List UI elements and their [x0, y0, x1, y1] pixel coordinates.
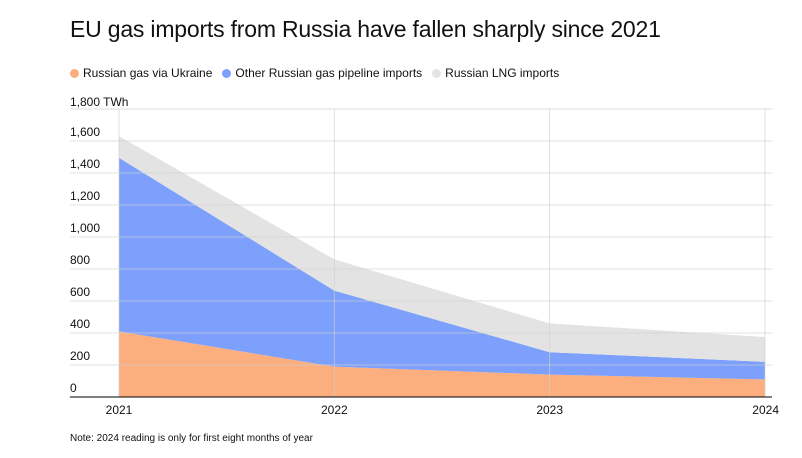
- y-tick-label: 1,600: [70, 125, 100, 139]
- y-tick-label: 400: [70, 317, 90, 331]
- chart-title: EU gas imports from Russia have fallen s…: [70, 16, 661, 42]
- y-tick-label: 200: [70, 349, 90, 363]
- legend-swatch-ukraine: [70, 68, 79, 78]
- footnote: Note: 2024 reading is only for first eig…: [70, 433, 313, 444]
- y-axis-unit-label: 1,800 TWh: [70, 95, 129, 109]
- legend-label-ukraine: Russian gas via Ukraine: [83, 66, 213, 80]
- legend-label-lng: Russian LNG imports: [445, 66, 560, 80]
- legend-item-lng: Russian LNG imports: [432, 66, 559, 80]
- legend-swatch-pipeline: [222, 68, 232, 78]
- y-tick-label: 600: [70, 285, 90, 299]
- y-tick-label: 1,000: [70, 221, 100, 235]
- x-tick-label: 2024: [752, 403, 779, 417]
- legend-item-ukraine: Russian gas via Ukraine: [70, 66, 212, 80]
- legend-item-pipeline: Other Russian gas pipeline imports: [222, 66, 422, 80]
- y-tick-label: 800: [70, 253, 90, 267]
- x-tick-label: 2021: [106, 403, 133, 417]
- chart-legend: Russian gas via Ukraine Other Russian ga…: [70, 66, 569, 80]
- area-series-ukraine: [119, 331, 765, 397]
- y-tick-label: 1,200: [70, 189, 100, 203]
- x-tick-label: 2022: [321, 403, 348, 417]
- legend-label-pipeline: Other Russian gas pipeline imports: [235, 66, 423, 80]
- x-tick-label: 2023: [536, 403, 563, 417]
- area-series-pipeline: [119, 157, 765, 380]
- legend-swatch-lng: [432, 68, 442, 78]
- y-tick-label: 1,400: [70, 157, 100, 171]
- area-series-lng: [119, 136, 765, 362]
- y-tick-label: 0: [70, 381, 77, 395]
